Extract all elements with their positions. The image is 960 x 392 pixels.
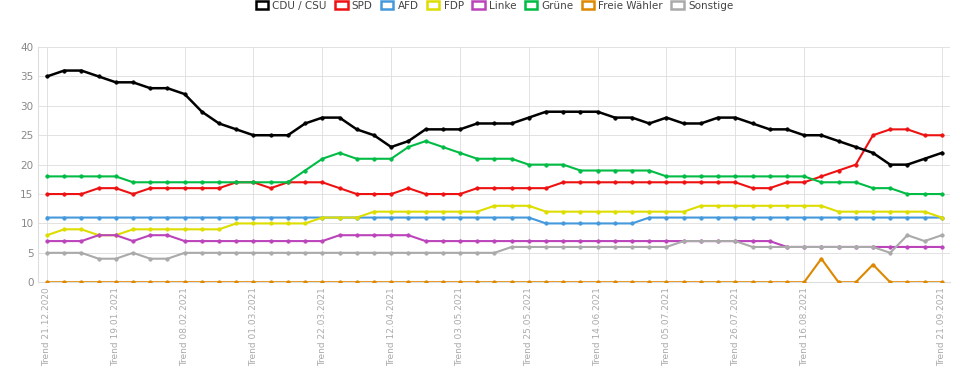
Legend: CDU / CSU, SPD, AFD, FDP, Linke, Grüne, Freie Wähler, Sonstige: CDU / CSU, SPD, AFD, FDP, Linke, Grüne, … [255, 0, 733, 11]
